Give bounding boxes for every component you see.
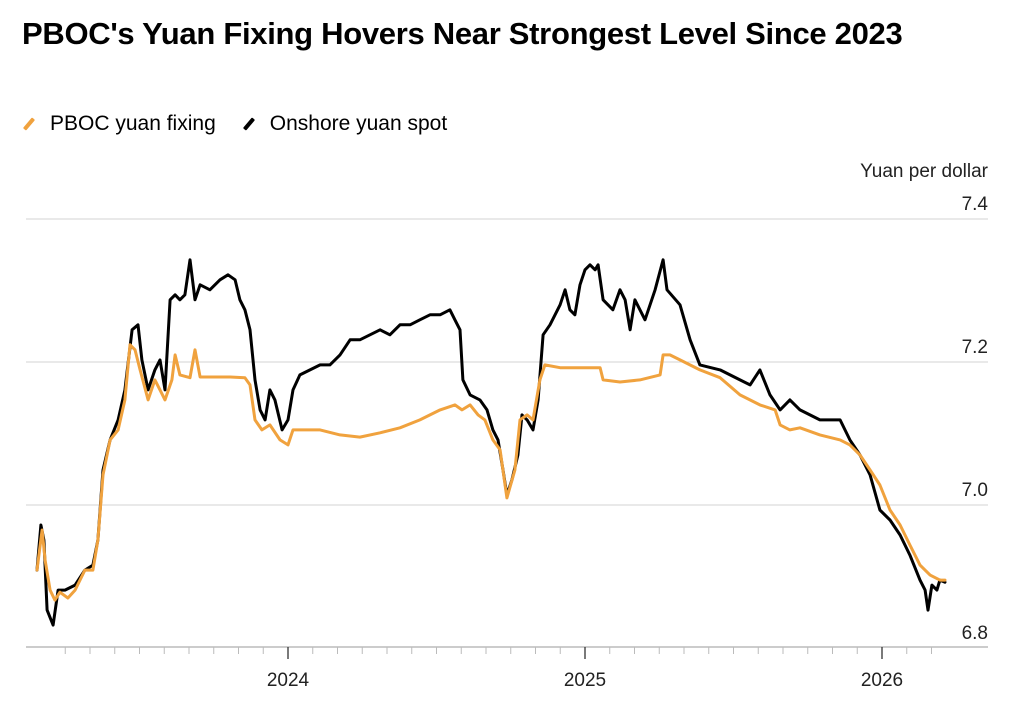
legend-item-fixing: PBOC yuan fixing — [22, 112, 216, 136]
x-tick-label: 2026 — [861, 670, 903, 691]
x-tick-label: 2024 — [267, 670, 310, 691]
legend-label-fixing: PBOC yuan fixing — [50, 112, 216, 135]
y-tick-label: 6.8 — [962, 623, 988, 644]
y-tick-label: 7.0 — [962, 480, 988, 501]
y-tick-label: 7.4 — [962, 194, 989, 215]
y-axis-label: Yuan per dollar — [860, 161, 988, 182]
legend-label-spot: Onshore yuan spot — [269, 112, 448, 135]
series-line-spot — [35, 258, 947, 627]
x-tick-label: 2025 — [564, 670, 606, 691]
series-line-fixing — [35, 343, 947, 602]
legend: PBOC yuan fixing Onshore yuan spot — [22, 112, 473, 136]
chart-title: PBOC's Yuan Fixing Hovers Near Strongest… — [22, 16, 903, 51]
legend-item-spot: Onshore yuan spot — [242, 112, 447, 136]
y-tick-label: 7.2 — [962, 337, 988, 358]
